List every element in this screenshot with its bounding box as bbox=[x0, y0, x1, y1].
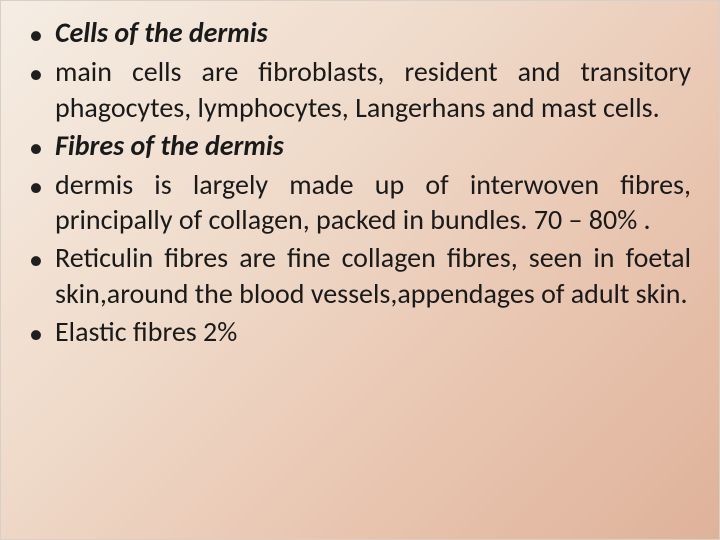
list-item: • Reticulin fibres are fine collagen fib… bbox=[29, 240, 691, 312]
bullet-list: • Cells of the dermis • main cells are f… bbox=[29, 15, 691, 351]
bullet-text: Cells of the dermis bbox=[55, 15, 691, 51]
bullet-text: dermis is largely made up of interwoven … bbox=[55, 167, 691, 239]
bullet-text: Fibres of the dermis bbox=[55, 128, 691, 164]
bullet-marker-icon: • bbox=[29, 314, 55, 351]
list-item: • main cells are fibroblasts, resident a… bbox=[29, 54, 691, 126]
bullet-marker-icon: • bbox=[29, 15, 55, 52]
bullet-text: Reticulin fibres are fine collagen fibre… bbox=[55, 240, 691, 312]
list-item: • Elastic fibres 2% bbox=[29, 314, 691, 351]
list-item: • Fibres of the dermis bbox=[29, 128, 691, 165]
bullet-text: main cells are fibroblasts, resident and… bbox=[55, 54, 691, 126]
slide-container: • Cells of the dermis • main cells are f… bbox=[0, 0, 720, 540]
bullet-marker-icon: • bbox=[29, 128, 55, 165]
list-item: • Cells of the dermis bbox=[29, 15, 691, 52]
bullet-marker-icon: • bbox=[29, 240, 55, 277]
bullet-marker-icon: • bbox=[29, 167, 55, 204]
bullet-text: Elastic fibres 2% bbox=[55, 314, 691, 350]
list-item: • dermis is largely made up of interwove… bbox=[29, 167, 691, 239]
bullet-marker-icon: • bbox=[29, 54, 55, 91]
